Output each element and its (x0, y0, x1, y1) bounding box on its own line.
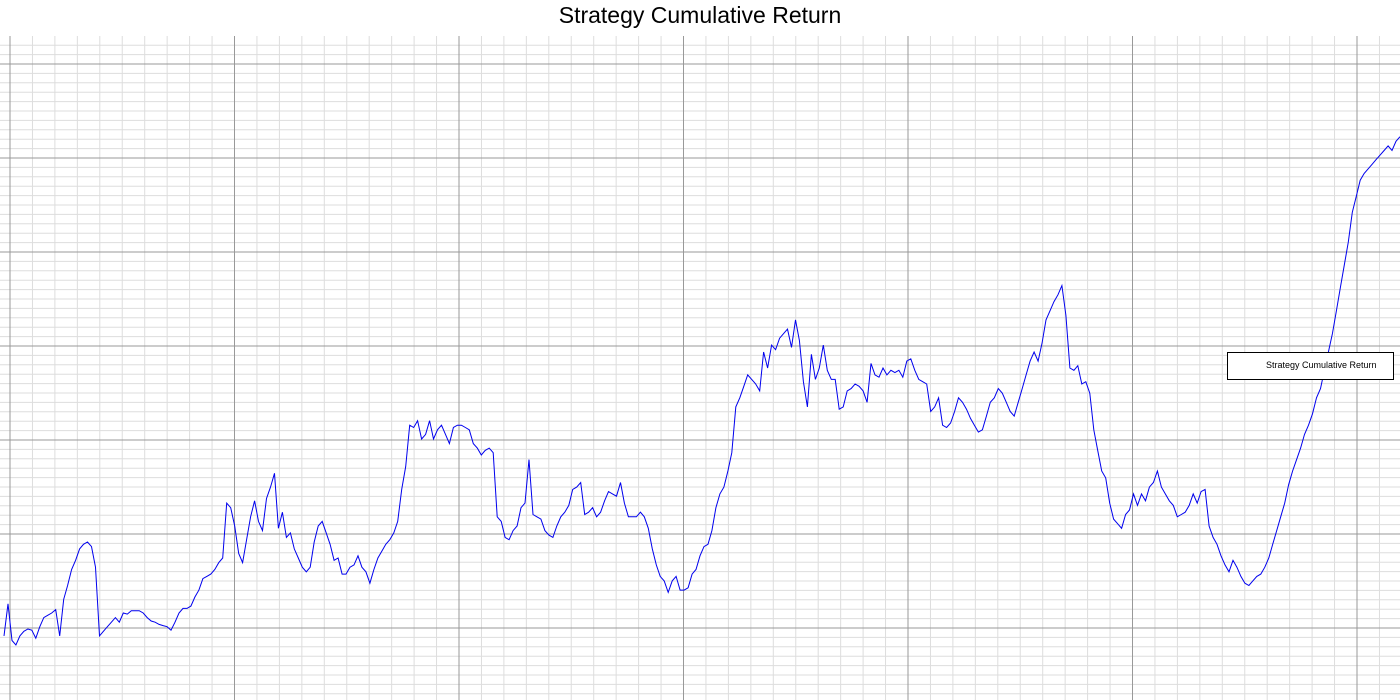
legend: Strategy Cumulative Return (1227, 352, 1394, 380)
grid-major-lines (0, 36, 1400, 700)
series-line-0 (3, 136, 1400, 646)
legend-label: Strategy Cumulative Return (1266, 360, 1377, 370)
grid-minor-lines (0, 36, 1400, 700)
series-layer (3, 136, 1400, 646)
chart-title: Strategy Cumulative Return (558, 2, 842, 28)
